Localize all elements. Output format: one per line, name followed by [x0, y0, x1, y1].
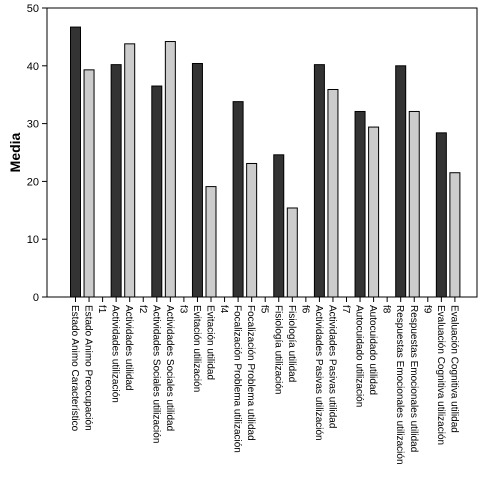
x-category-label: f2: [137, 305, 148, 314]
y-tick-label: 30: [27, 119, 39, 131]
x-category-label: Focalización Problema utilidad: [245, 305, 256, 441]
y-axis-label: Media: [7, 132, 23, 172]
x-category-label: Actividades Pasivas utilidad: [326, 305, 337, 428]
y-tick-label: 20: [27, 176, 39, 188]
x-category-label: f5: [259, 305, 270, 314]
chart-axes: [46, 7, 478, 298]
bar-light: [327, 88, 339, 298]
x-category-label: f4: [218, 305, 229, 314]
x-category-label: Actividades Sociales utilidad: [164, 305, 175, 431]
x-category-label: Actividades utilidad: [123, 305, 134, 391]
x-category-label: Focalización Problema utilización: [232, 305, 243, 453]
x-category-label: Autocuidado utilidad: [367, 305, 378, 395]
x-category-label: f8: [381, 305, 392, 314]
bar-light: [286, 207, 298, 298]
bar-light: [408, 110, 420, 298]
x-category-label: Actividades utilización: [110, 305, 121, 403]
bar-dark: [191, 62, 203, 298]
x-category-label: f3: [177, 305, 188, 314]
y-tick-label: 50: [27, 3, 39, 15]
x-category-label: Evitación utilización: [191, 305, 202, 392]
x-category-label: Estado Animo Característico: [69, 305, 80, 432]
x-category-label: Evitación utilidad: [205, 305, 216, 380]
bar-dark: [313, 64, 325, 298]
bar-dark: [273, 154, 285, 298]
y-tick-label: 0: [33, 292, 39, 304]
bar-dark: [151, 85, 163, 298]
plot-frame: [46, 7, 478, 298]
bar-light: [164, 41, 176, 298]
bar-light: [246, 162, 258, 298]
x-category-label: f6: [299, 305, 310, 314]
y-tick-label: 10: [27, 234, 39, 246]
x-category-label: Respuestas Emocionales utilidad: [408, 305, 419, 452]
x-category-label: Fisiología utilidad: [286, 305, 297, 382]
x-axis-labels: Estado Animo Característico Estado Animo …: [69, 297, 459, 465]
bar-dark: [70, 26, 81, 298]
bar-dark: [354, 110, 366, 298]
bar-light: [449, 172, 461, 298]
bar-light: [83, 69, 95, 298]
x-category-label: Evaluación Cognitiva utilización: [435, 305, 446, 445]
x-category-label: f9: [421, 305, 432, 314]
x-category-label: Fisiología utilización: [272, 305, 283, 395]
bar-light: [368, 126, 380, 298]
y-axis-ticks: 0 10 20 30 40 50: [27, 3, 47, 304]
bar-dark: [395, 65, 407, 298]
bar-light: [205, 186, 217, 298]
bar-dark: [435, 132, 447, 298]
bar-dark: [110, 64, 122, 298]
x-category-label: Actividades Sociales utilización: [150, 305, 161, 443]
x-category-label: f7: [340, 305, 351, 314]
x-category-label: f1: [96, 305, 107, 314]
x-category-label: Actividades Pasivas utilización: [313, 305, 324, 441]
x-category-label: Respuestas Emocionales utilización: [394, 305, 405, 465]
x-category-label: Evaluación Cognitiva utilidad: [448, 305, 459, 433]
chart-bars: [70, 26, 461, 298]
y-tick-label: 40: [27, 61, 39, 73]
x-category-label: Estado Animo Preocupación: [83, 305, 94, 431]
bar-dark: [232, 101, 244, 298]
bar-light: [124, 43, 136, 298]
x-category-label: Autocuidado utilización: [354, 305, 365, 407]
